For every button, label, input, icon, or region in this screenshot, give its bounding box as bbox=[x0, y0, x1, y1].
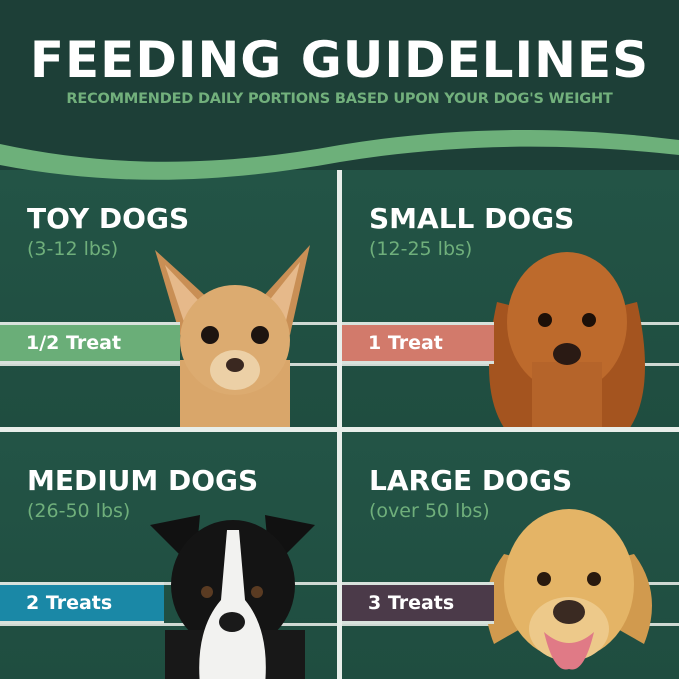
golden-retriever-image bbox=[486, 509, 652, 670]
portion-bar: 2 Treats bbox=[0, 582, 164, 624]
panel-title: SMALL DOGS bbox=[369, 202, 575, 235]
vertical-divider bbox=[337, 170, 342, 679]
portion-bar: 1/2 Treat bbox=[0, 322, 180, 364]
panel-toy-dogs: TOY DOGS (3-12 lbs) 1/2 Treat bbox=[0, 170, 337, 427]
decorative-wave bbox=[0, 130, 679, 180]
weight-range: (26-50 lbs) bbox=[27, 500, 131, 522]
panel-small-dogs: SMALL DOGS (12-25 lbs) 1 Treat bbox=[342, 170, 679, 427]
divider-line bbox=[0, 623, 337, 626]
portion-bar: 1 Treat bbox=[342, 322, 494, 364]
horizontal-divider bbox=[0, 427, 679, 432]
panel-title: LARGE DOGS bbox=[369, 464, 573, 497]
panel-title: TOY DOGS bbox=[27, 202, 190, 235]
panel-title: MEDIUM DOGS bbox=[27, 464, 259, 497]
divider-line bbox=[0, 582, 337, 585]
page-title: FEEDING GUIDELINES bbox=[29, 31, 650, 89]
page-subtitle: RECOMMENDED DAILY PORTIONS BASED UPON YO… bbox=[66, 91, 613, 107]
panel-medium-dogs: MEDIUM DOGS (26-50 lbs) 2 Treats bbox=[0, 432, 337, 679]
cocker-spaniel-image bbox=[489, 252, 645, 427]
weight-range: (over 50 lbs) bbox=[369, 500, 490, 522]
divider-line bbox=[0, 363, 337, 366]
weight-range: (3-12 lbs) bbox=[27, 238, 119, 260]
border-collie-image bbox=[150, 515, 315, 679]
panel-large-dogs: LARGE DOGS (over 50 lbs) 3 Treats bbox=[342, 432, 679, 679]
chihuahua-image bbox=[155, 245, 310, 427]
weight-range: (12-25 lbs) bbox=[369, 238, 473, 260]
portion-bar: 3 Treats bbox=[342, 582, 494, 624]
